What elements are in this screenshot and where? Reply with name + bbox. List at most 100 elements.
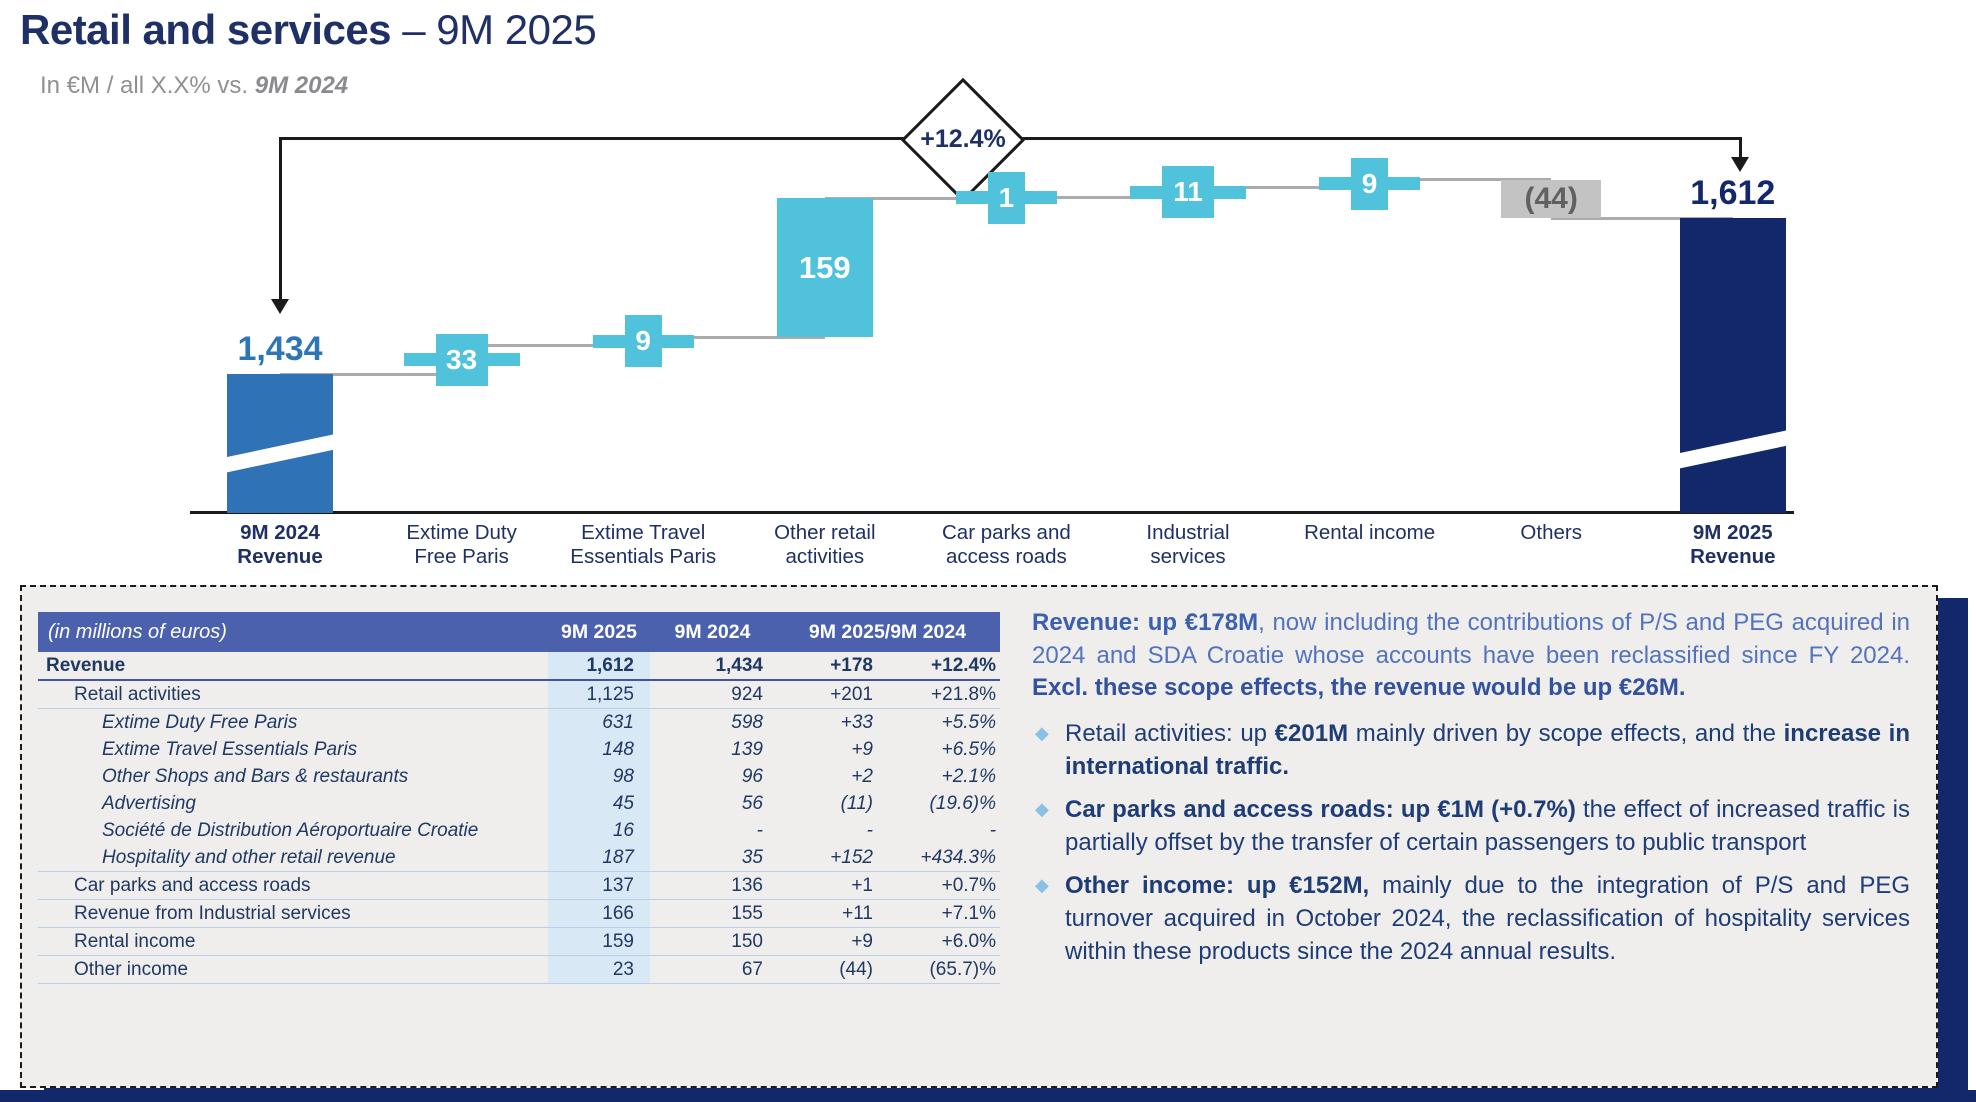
total-growth-label: +12.4% (920, 125, 1006, 153)
value-delta: +9 (851, 738, 873, 760)
bridge-arrow-right-segment (1739, 137, 1742, 157)
table-header-variation: 9M 2025/9M 2024 (775, 612, 1001, 652)
axis-category-label: 9M 2025 Revenue (1690, 521, 1776, 568)
value-delta: +2 (851, 765, 873, 787)
table-header-units: (in millions of euros) (38, 612, 548, 652)
arrow-down-icon (1731, 157, 1749, 172)
value-percent: (19.6)% (929, 792, 997, 814)
table-header-9m2024: 9M 2024 (650, 612, 775, 652)
value-9m2024: 136 (650, 871, 775, 900)
row-label: Société de Distribution Aéroportuaire Cr… (102, 819, 479, 841)
page-title-main: Retail and services (20, 6, 392, 53)
value-delta: (11) (840, 792, 873, 814)
waterfall-chart: +12.4% 1,434 9M 2024 Revenue 33 Extime Duty F… (190, 77, 1794, 568)
diamond-bullet-icon: ◆ (1035, 722, 1049, 743)
value-9m2025: 1,125 (548, 680, 650, 709)
value-percent: +0.7% (883, 871, 1001, 900)
value-9m2024: 598 (731, 711, 763, 733)
value-delta: +1 (775, 871, 883, 900)
commentary-text-segment: Revenue: up €178M (1032, 609, 1259, 636)
waterfall-delta-box: 1 (987, 171, 1025, 224)
commentary-bullet: ◆ Retail activities: up €201M mainly driv… (1032, 718, 1910, 783)
value-delta: - (866, 819, 873, 841)
value-percent: +12.4% (883, 652, 1001, 681)
waterfall-increase-bar: 159 (776, 198, 873, 338)
table-row: Retail activities 1,125 924 +201 +21.8% (38, 680, 1001, 709)
value-9m2024: 67 (650, 955, 775, 984)
row-label: Other income (38, 955, 548, 984)
value-percent: (65.7)% (883, 955, 1001, 984)
row-label: Hospitality and other retail revenue (38, 844, 548, 872)
waterfall-delta-box: 11 (1162, 166, 1214, 219)
commentary-bullet: ◆ Car parks and access roads: up €1M (+0.… (1032, 794, 1910, 859)
value-9m2024: 139 (731, 738, 763, 760)
commentary-block: Revenue: up €178M, now including the con… (1032, 607, 1910, 979)
subtitle-comparison-period: 9M 2024 (254, 72, 349, 99)
value-delta: +33 (840, 711, 873, 733)
value-9m2025: 23 (548, 955, 650, 984)
row-label: Extime Travel Essentials Paris (102, 738, 358, 760)
axis-category-label: Extime Duty Free Paris (406, 521, 517, 568)
axis-break-stripe (227, 432, 333, 475)
value-9m2025: 16 (548, 817, 650, 844)
commentary-text-segment: Retail activities: up (1065, 719, 1275, 747)
value-percent: +21.8% (883, 680, 1001, 709)
table-header-row: (in millions of euros) 9M 2025 9M 2024 9… (38, 612, 1001, 652)
value-9m2025: 137 (548, 871, 650, 900)
page-subtitle: In €M / all X.X% vs. 9M 2024 (40, 72, 348, 100)
commentary-intro: Revenue: up €178M, now including the con… (1032, 607, 1910, 705)
axis-category-label: Other retail activities (774, 521, 876, 568)
table-row: Hospitality and other retail revenue 187 3… (38, 844, 1001, 872)
value-9m2024: 56 (741, 792, 763, 814)
row-label: Advertising (102, 792, 196, 814)
commentary-text-segment: increase in international traffic. (1065, 719, 1910, 780)
commentary-text-segment: , now including the contributions of P/S… (1032, 609, 1910, 669)
diamond-bullet-icon: ◆ (1035, 875, 1049, 896)
chart-baseline-axis (190, 511, 1794, 514)
value-percent: +7.1% (883, 899, 1001, 928)
value-delta: +11 (775, 899, 883, 928)
waterfall-connector (1551, 216, 1733, 220)
commentary-text-segment: Car parks and access roads: up €1M (+0.7… (1065, 796, 1576, 824)
bridge-arrow-left-segment (279, 137, 282, 299)
value-9m2025: 166 (548, 899, 650, 928)
waterfall-connector (1369, 178, 1552, 182)
value-9m2025: 98 (548, 763, 650, 790)
table-row: Rental income 159 150 +9 +6.0% (38, 927, 1001, 956)
subtitle-prefix: In €M / all X.X% vs. (40, 72, 255, 99)
axis-category-label: Extime Travel Essentials Paris (570, 521, 717, 568)
axis-category-label: 9M 2024 Revenue (237, 521, 323, 568)
axis-category-label: Others (1520, 521, 1582, 544)
value-percent: +6.5% (941, 738, 997, 760)
waterfall-connector (1006, 195, 1188, 199)
waterfall-connector (280, 372, 462, 376)
value-9m2025: 631 (548, 708, 650, 736)
value-9m2024: 1,434 (650, 652, 775, 681)
page-title-period: – 9M 2025 (391, 6, 597, 53)
value-percent: +434.3% (883, 844, 1001, 872)
financial-table: (in millions of euros) 9M 2025 9M 2024 9… (38, 612, 1001, 984)
row-label: Rental income (38, 927, 548, 956)
waterfall-total-bar (227, 374, 333, 513)
value-9m2024: - (756, 819, 763, 841)
bottom-accent-bar (0, 1090, 1976, 1102)
commentary-bullet: ◆ Other income: up €152M, mainly due to t… (1032, 870, 1910, 968)
value-9m2024: 150 (650, 927, 775, 956)
waterfall-connector (824, 196, 1007, 200)
table-row: Advertising 45 56 (11) (19.6)% (38, 790, 1000, 817)
bar-value-label: 1,612 (1690, 174, 1776, 213)
value-percent: - (989, 819, 997, 841)
value-delta: +9 (775, 927, 883, 956)
table-row: Other Shops and Bars & restaurants 98 96 +2… (38, 763, 1000, 790)
value-9m2025: 159 (548, 927, 650, 956)
table-row: Other income 23 67 (44) (65.7)% (38, 955, 1001, 984)
page-title: Retail and services – 9M 2025 (20, 6, 597, 54)
waterfall-connector (643, 335, 825, 339)
value-9m2024: 155 (650, 899, 775, 928)
table-header-9m2025: 9M 2025 (548, 612, 650, 652)
table-row: Car parks and access roads 137 136 +1 +0.7% (38, 871, 1001, 900)
commentary-text-segment: Other income: up €152M, (1065, 872, 1370, 900)
waterfall-total-bar (1679, 218, 1786, 513)
waterfall-connector (1188, 186, 1370, 190)
